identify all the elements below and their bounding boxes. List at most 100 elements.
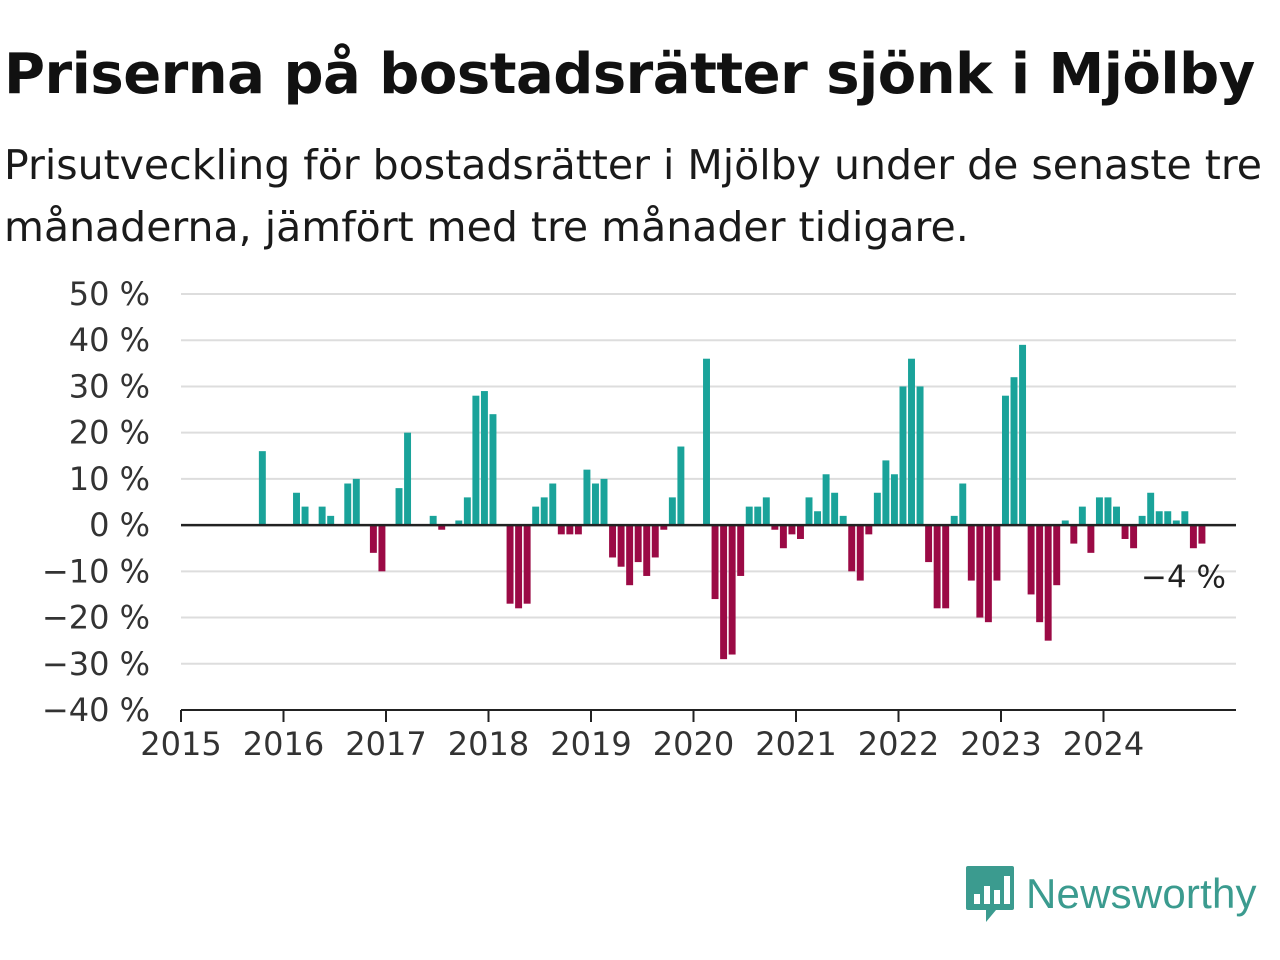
bar	[1147, 492, 1155, 526]
bar	[549, 483, 557, 526]
x-tick-label: 2019	[550, 725, 631, 763]
bar	[574, 525, 582, 535]
x-tick-label: 2024	[1063, 725, 1144, 763]
bar	[1019, 344, 1027, 526]
bar	[822, 474, 830, 526]
bar	[369, 525, 377, 553]
bar	[720, 525, 728, 660]
y-tick-label: 0 %	[89, 506, 150, 544]
bar	[1104, 497, 1112, 526]
bar	[890, 474, 898, 526]
bar	[515, 525, 523, 609]
bar	[1078, 506, 1086, 526]
y-tick-label: 40 %	[69, 321, 150, 359]
bar	[557, 525, 565, 535]
bar	[293, 492, 300, 526]
bar	[916, 386, 924, 526]
bar	[651, 525, 659, 558]
bar	[848, 525, 856, 572]
bar	[1189, 525, 1197, 549]
y-tick-label: 20 %	[69, 414, 150, 452]
bar	[745, 506, 753, 526]
bar	[779, 525, 787, 549]
bar	[318, 506, 326, 526]
bar	[472, 395, 480, 526]
x-tick-label: 2022	[858, 725, 939, 763]
bar	[882, 460, 890, 526]
bar	[856, 525, 864, 581]
bar	[395, 488, 403, 526]
newsworthy-logo: Newsworthy	[964, 864, 1257, 924]
bar	[899, 386, 907, 526]
bar	[600, 478, 608, 526]
bar	[643, 525, 651, 576]
bar	[1113, 506, 1120, 526]
bar	[404, 432, 412, 526]
x-tick-label: 2015	[140, 725, 221, 763]
bar	[617, 525, 625, 567]
bar	[1095, 497, 1103, 526]
bar	[626, 525, 634, 586]
x-tick-label: 2020	[653, 725, 734, 763]
bar	[1027, 525, 1035, 595]
bar	[1198, 525, 1206, 544]
bar	[489, 414, 497, 526]
chart-subtitle: Prisutveckling för bostadsrätter i Mjölb…	[4, 141, 1263, 251]
newsworthy-chart-icon	[966, 866, 1014, 922]
bar	[703, 358, 710, 526]
last-value-label: −4 %	[1141, 560, 1226, 596]
bar	[566, 525, 574, 535]
bar	[429, 515, 437, 526]
bar	[1181, 511, 1189, 526]
y-tick-label: 50 %	[69, 275, 150, 313]
bar	[805, 497, 813, 526]
bar	[865, 525, 873, 535]
bar	[1138, 515, 1146, 526]
bar	[967, 525, 975, 581]
y-tick-label: −10 %	[42, 552, 150, 590]
bar	[532, 506, 540, 526]
bar	[668, 497, 676, 526]
bar	[925, 525, 933, 563]
bar	[942, 525, 950, 609]
bar	[788, 525, 796, 535]
bar	[540, 497, 548, 526]
y-tick-label: −30 %	[42, 645, 150, 683]
bar	[933, 525, 941, 609]
y-axis-ticks: 50 % 40 % 30 % 20 % 10 % 0 % −10 % −20 % −30 % −4…	[42, 275, 150, 729]
bar-chart: 50 % 40 % 30 % 20 % 10 % 0 % −10 % −20 % −30 % −4…	[42, 275, 1236, 763]
bar	[831, 492, 839, 526]
x-tick-label: 2021	[755, 725, 836, 763]
bar	[506, 525, 514, 604]
y-tick-label: −40 %	[42, 691, 150, 729]
bar	[344, 483, 352, 526]
bar	[711, 525, 719, 600]
bar	[839, 515, 847, 526]
bar	[1164, 511, 1172, 526]
bar	[754, 506, 762, 526]
bar	[728, 525, 736, 655]
bar	[583, 469, 591, 526]
bar	[762, 497, 770, 526]
bar	[950, 515, 958, 526]
bar	[1036, 525, 1044, 623]
bar	[976, 525, 984, 618]
bar	[993, 525, 1001, 581]
bar	[677, 446, 685, 526]
bar	[959, 483, 967, 526]
bar	[771, 525, 779, 530]
bar	[1155, 511, 1163, 526]
bar	[480, 391, 488, 526]
bar	[1121, 525, 1129, 539]
bar	[1130, 525, 1138, 549]
x-axis-ticks: 2015 2016 2017 2018 2019 2020 2021 2022 2023 2024	[140, 710, 1144, 763]
x-tick-label: 2023	[960, 725, 1041, 763]
bar	[908, 358, 915, 526]
y-tick-label: −20 %	[42, 599, 150, 637]
bar	[797, 525, 804, 539]
bar	[634, 525, 642, 563]
bar	[438, 525, 446, 530]
logo-text: Newsworthy	[1026, 870, 1257, 917]
x-tick-label: 2018	[448, 725, 529, 763]
bar	[301, 506, 309, 526]
